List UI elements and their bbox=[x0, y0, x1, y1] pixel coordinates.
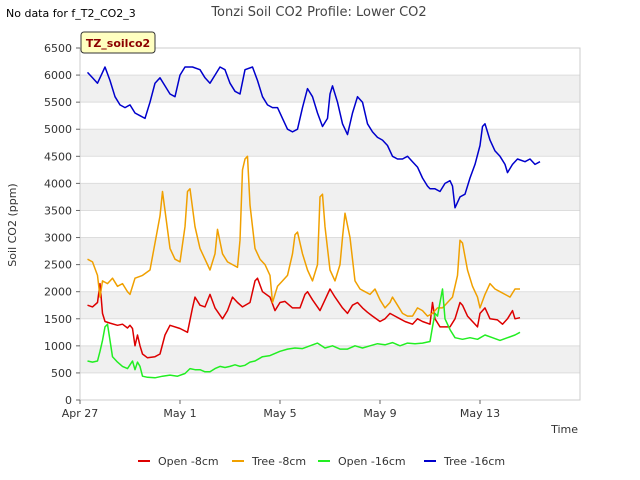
plot-bands bbox=[80, 75, 580, 373]
dataset-badge-box bbox=[80, 31, 156, 54]
y-tick-label: 3500 bbox=[44, 204, 72, 217]
y-tick-label: 0 bbox=[65, 394, 72, 407]
y-tick-label: 4000 bbox=[44, 177, 72, 190]
legend-label: Tree -16cm bbox=[443, 455, 505, 468]
series-line-tree-8cm bbox=[87, 155, 520, 317]
legend-label: Open -16cm bbox=[338, 455, 406, 468]
dataset-badge-label: TZ_soilco2 bbox=[86, 37, 150, 50]
y-tick-label: 6000 bbox=[44, 69, 72, 82]
chart-title: Tonzi Soil CO2 Profile: Lower CO2 bbox=[210, 5, 426, 20]
series-line-open-16cm bbox=[87, 288, 521, 379]
y-tick-label: 4500 bbox=[44, 150, 72, 163]
series-lines bbox=[86, 66, 541, 379]
legend-label: Open -8cm bbox=[158, 455, 219, 468]
plot-frame bbox=[79, 47, 581, 401]
legend: Open -8cm Tree -8cm Open -16cm Tree -16cm bbox=[138, 455, 505, 468]
y-tick-label: 6500 bbox=[44, 42, 72, 55]
plot-band bbox=[80, 129, 580, 157]
x-axis-ticks: Apr 27 May 1 May 5 May 9 May 13 bbox=[62, 400, 500, 420]
no-data-note: No data for f_T2_CO2_3 bbox=[6, 7, 136, 20]
x-tick-label: May 5 bbox=[263, 407, 296, 420]
series-line-tree-16cm bbox=[86, 66, 541, 209]
y-tick-label: 1500 bbox=[44, 313, 72, 326]
x-tick-label: May 13 bbox=[460, 407, 500, 420]
plot-band bbox=[80, 291, 580, 319]
x-tick-label: May 1 bbox=[163, 407, 196, 420]
y-tick-label: 2000 bbox=[44, 286, 72, 299]
plot-band bbox=[80, 183, 580, 211]
x-axis-label: Time bbox=[550, 423, 578, 436]
y-tick-label: 5500 bbox=[44, 96, 72, 109]
y-tick-label: 1000 bbox=[44, 340, 72, 353]
x-tick-label: May 9 bbox=[363, 407, 396, 420]
y-axis-ticks: 0 500 1000 1500 2000 2500 3000 3500 4000 4500 5000… bbox=[44, 42, 80, 407]
y-axis-label: Soil CO2 (ppm) bbox=[6, 183, 19, 266]
y-tick-label: 500 bbox=[51, 367, 72, 380]
x-tick-label: Apr 27 bbox=[62, 407, 99, 420]
plot-band bbox=[80, 237, 580, 265]
plot-band bbox=[80, 345, 580, 373]
y-tick-label: 3000 bbox=[44, 232, 72, 245]
legend-label: Tree -8cm bbox=[251, 455, 306, 468]
series-line-open-8cm bbox=[87, 277, 521, 359]
y-tick-label: 2500 bbox=[44, 259, 72, 272]
gridlines bbox=[80, 47, 580, 401]
dataset-badge: TZ_soilco2 bbox=[80, 31, 156, 54]
y-tick-label: 5000 bbox=[44, 123, 72, 136]
